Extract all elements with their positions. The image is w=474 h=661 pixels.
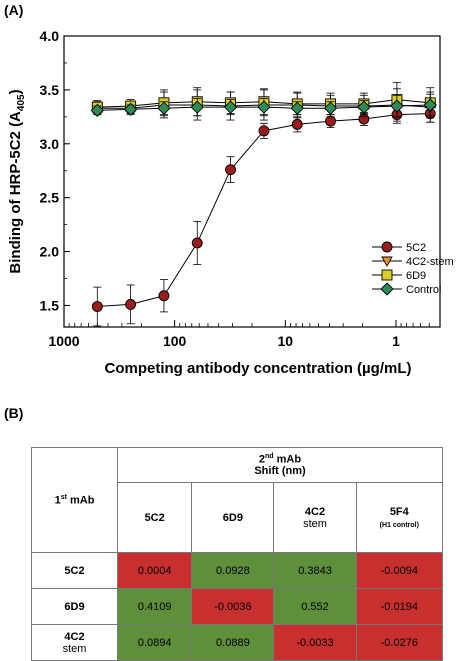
shift-unit-label: Shift (nm) [254,465,306,478]
legend-marker [381,256,393,267]
column-header-1: 6D9 [191,482,275,553]
shift-table: 1st mAb 2nd mAb Shift (nm) 5C2 6D9 4C2 stem… [31,447,444,661]
panel-a-label: (A) [4,2,24,18]
row-header: 5C2 [31,552,118,589]
data-point [291,118,303,130]
table-row: 6D9 0.4109 -0.0036 0.552 -0.0194 [31,588,444,625]
legend: 5C2 4C2-stem 6D9 Control [372,241,454,296]
column-header-2: 4C2 stem [273,482,357,553]
legend-marker [381,241,393,253]
panel-b-label: (B) [4,405,24,421]
legend-label: 4C2-stem [406,256,454,268]
data-point [125,298,137,310]
y-tick-label: 4.0 [40,28,60,44]
data-point [323,101,338,115]
data-point [257,100,271,114]
shift-value-cell: 0.0004 [116,552,193,589]
data-point [225,164,237,176]
column-header-0: 5C2 [116,482,193,553]
data-point [123,102,138,116]
y-tick-label: 3.0 [40,136,60,152]
data-point [223,100,238,114]
legend-marker [381,269,393,281]
series-5c2 [91,104,436,327]
data-point [157,101,171,115]
y-axis-label: Binding of HRP-5C2 (A405) [7,89,27,273]
row-header: 6D9 [31,588,118,625]
data-point [158,290,170,302]
plot-frame [63,35,441,328]
shift-value-cell: 0.3843 [273,552,357,589]
y-tick-label: 2.0 [40,244,60,260]
legend-label: 6D9 [406,270,426,282]
shift-table-container: 1st mAb 2nd mAb Shift (nm) 5C2 6D9 4C2 stem… [31,447,444,661]
legend-label: 5C2 [406,242,426,254]
column-header-3: 5F4 (H1 control) [355,482,444,553]
shift-value-cell: -0.0094 [355,552,444,589]
legend-label: Control [406,284,441,296]
shift-value-cell: 0.4109 [116,588,193,625]
data-point [357,100,371,114]
table-corner-cell: 1st mAb [31,447,118,553]
table-row: 4C2 stem 0.0894 0.0889 -0.0033 -0.0276 [31,624,444,661]
data-point [325,115,337,127]
shift-value-cell: 0.0889 [191,624,275,661]
y-tick-label: 1.5 [40,297,60,313]
second-mab-header: 2nd mAb Shift (nm) [117,447,443,483]
x-tick-label: 1 [392,333,400,349]
data-point [258,125,270,137]
series-control [90,93,437,118]
data-point [390,99,404,113]
y-tick-label: 3.5 [40,82,60,98]
data-point [290,101,304,115]
x-axis-label: Competing antibody concentration (µg/mL) [105,360,412,377]
shift-value-cell: 0.0928 [191,552,275,589]
x-tick-label: 10 [278,333,294,349]
column-header-row: 5C2 6D9 4C2 stem 5F4 (H1 control) [32,482,444,553]
shift-value-cell: -0.0194 [355,588,444,625]
shift-value-cell: -0.0036 [191,588,275,625]
binding-chart: 1.5 2.0 2.5 3.0 3.5 4.0 1000 100 10 1 Binding of H… [7,28,454,377]
data-point [423,98,437,112]
x-tick-label: 1000 [48,333,79,349]
data-point [91,301,103,312]
shift-value-cell: -0.0276 [355,624,444,661]
data-point [90,103,104,118]
y-tick-label: 2.5 [40,190,60,206]
data-point [191,237,203,249]
shift-value-cell: 0.552 [273,588,357,625]
row-header: 4C2 stem [31,624,118,661]
data-point [190,100,204,114]
shift-value-cell: -0.0033 [273,624,357,661]
series-line [97,113,431,308]
legend-marker [380,282,394,296]
table-row: 5C2 0.0004 0.0928 0.3843 -0.0094 [31,552,444,589]
shift-value-cell: 0.0894 [116,624,193,661]
x-tick-label: 100 [163,333,187,349]
